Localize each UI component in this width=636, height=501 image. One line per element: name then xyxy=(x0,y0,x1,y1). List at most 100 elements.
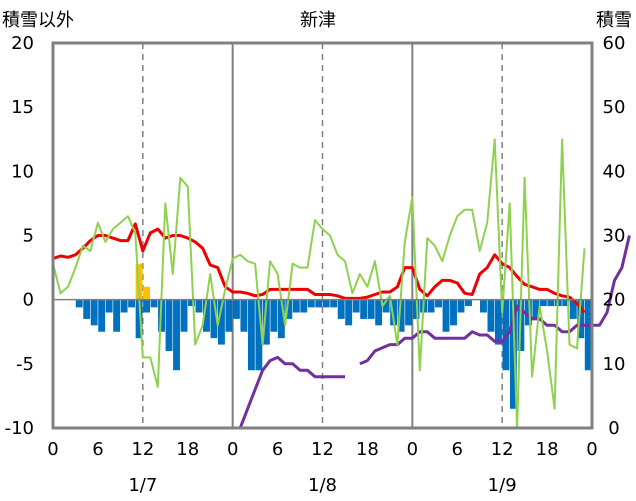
date-label: 1/8 xyxy=(308,475,337,496)
left-tick-label: 0 xyxy=(23,290,34,311)
right-tick-label: 0 xyxy=(608,418,619,439)
blue-bar xyxy=(292,299,300,313)
orange-bar xyxy=(143,286,151,300)
blue-bar xyxy=(135,299,143,339)
chart-title: 新津 xyxy=(300,10,336,31)
green-line-series xyxy=(52,138,586,429)
blue-bar xyxy=(128,299,136,308)
left-axis-title: 積雪以外 xyxy=(2,10,74,31)
blue-bar xyxy=(247,299,255,371)
blue-bar xyxy=(360,299,368,319)
blue-bar xyxy=(547,299,555,307)
blue-bar xyxy=(285,299,293,319)
blue-bar xyxy=(337,299,345,319)
blue-bar xyxy=(390,299,398,326)
x-tick-label: 0 xyxy=(407,439,418,460)
blue-bar xyxy=(173,299,180,371)
blue-bar xyxy=(532,299,540,319)
blue-bar xyxy=(569,299,577,319)
x-tick-label: 0 xyxy=(227,439,238,460)
left-tick-label: -5 xyxy=(16,354,34,375)
right-tick-label: 10 xyxy=(603,354,626,375)
blue-bar xyxy=(345,299,353,326)
blue-bar xyxy=(165,299,173,351)
right-tick-label: 30 xyxy=(603,226,626,247)
left-tick-label: 20 xyxy=(11,33,34,54)
blue-bar xyxy=(232,299,240,319)
right-tick-labels: 60 50 40 30 20 10 0 xyxy=(603,33,626,439)
x-tick-label: 0 xyxy=(47,439,58,460)
x-tick-label: 18 xyxy=(176,439,199,460)
blue-bar xyxy=(487,299,495,332)
blue-bar xyxy=(217,299,225,345)
blue-bar xyxy=(562,299,570,307)
blue-bar xyxy=(412,299,420,319)
blue-bar xyxy=(494,299,502,345)
right-axis-title: 積雪 xyxy=(596,10,632,31)
red-line-series xyxy=(52,222,586,314)
blue-bar xyxy=(98,299,106,332)
x-tick-label: 12 xyxy=(491,439,514,460)
blue-bar-series xyxy=(75,299,592,409)
x-tick-label: 6 xyxy=(452,439,463,460)
blue-bar xyxy=(75,299,83,308)
blue-bar xyxy=(203,299,210,332)
x-tick-label: 12 xyxy=(131,439,154,460)
date-label: 1/9 xyxy=(488,475,517,496)
blue-bar xyxy=(315,299,323,308)
date-label: 1/7 xyxy=(128,475,157,496)
left-tick-label: 15 xyxy=(11,97,34,118)
blue-bar xyxy=(397,299,405,332)
blue-bar xyxy=(270,299,278,332)
blue-bar xyxy=(330,299,338,308)
blue-bar xyxy=(352,299,360,313)
left-tick-label: 10 xyxy=(11,161,34,182)
blue-bar xyxy=(225,299,233,332)
date-labels: 1/7 1/8 1/9 xyxy=(128,475,516,496)
blue-bar xyxy=(195,299,203,313)
blue-bar xyxy=(307,299,315,308)
blue-bar xyxy=(322,299,330,308)
grid-lines xyxy=(142,43,503,428)
x-tick-label: 18 xyxy=(536,439,559,460)
blue-bar xyxy=(584,299,592,371)
blue-bar xyxy=(300,299,308,313)
right-tick-label: 20 xyxy=(603,290,626,311)
blue-bar xyxy=(255,299,263,371)
blue-bar xyxy=(113,299,121,332)
blue-bar xyxy=(180,299,188,332)
blue-bar xyxy=(83,299,91,319)
blue-bar xyxy=(442,299,450,332)
right-tick-label: 40 xyxy=(603,161,626,182)
blue-bar xyxy=(90,299,98,326)
blue-bar xyxy=(427,299,435,313)
blue-bar xyxy=(457,299,465,313)
blue-bar xyxy=(240,299,248,332)
left-tick-label: -10 xyxy=(5,418,34,439)
left-tick-labels: 20 15 10 5 0 -5 -10 xyxy=(5,33,34,439)
blue-bar xyxy=(405,299,413,326)
right-tick-label: 60 xyxy=(603,33,626,54)
plot-border xyxy=(51,41,594,430)
blue-bar xyxy=(375,299,383,326)
x-tick-label: 6 xyxy=(272,439,283,460)
blue-bar xyxy=(120,299,128,313)
x-tick-label: 0 xyxy=(586,439,597,460)
blue-bar xyxy=(435,299,442,308)
blue-bar xyxy=(382,299,390,313)
blue-bar xyxy=(210,299,218,339)
blue-bar xyxy=(277,299,285,339)
blue-bar xyxy=(150,299,158,308)
blue-bar xyxy=(539,299,547,307)
x-tick-labels: 0 6 12 18 0 6 12 18 0 6 12 18 0 xyxy=(47,439,597,460)
blue-bar xyxy=(143,299,151,313)
blue-bar xyxy=(509,299,517,409)
blue-bar xyxy=(524,299,532,326)
blue-bar xyxy=(367,299,375,319)
blue-bar xyxy=(450,299,457,326)
blue-bar xyxy=(465,299,472,307)
blue-bar xyxy=(262,299,270,345)
x-tick-label: 18 xyxy=(356,439,379,460)
blue-bar xyxy=(105,299,113,313)
